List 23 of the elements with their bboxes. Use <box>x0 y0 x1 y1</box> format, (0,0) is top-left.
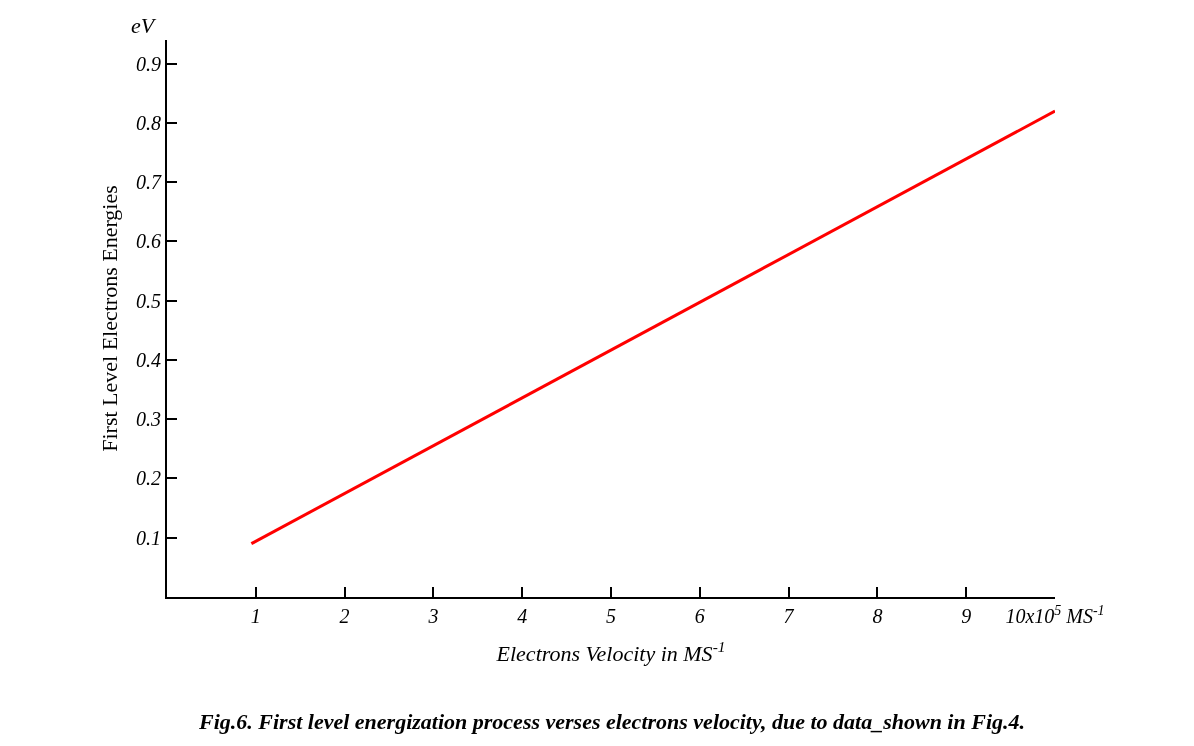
x-tick-label: 4 <box>517 605 528 627</box>
x-tick-label: 9 <box>961 605 972 627</box>
caption: Fig.6. First level energization process verses electrons velocity, due to data_shown in Fig.4. <box>198 709 1025 734</box>
x-tick-label: 5 <box>606 605 616 627</box>
y-tick-label: 0.2 <box>136 467 161 490</box>
x-tick-label: 3 <box>427 605 439 627</box>
x-tick-label: 10x10$^{5}$ MS$^{-1}$ <box>1005 602 1105 627</box>
y-tick-label: 0.3 <box>136 408 161 431</box>
text: eV <box>131 13 157 38</box>
y-tick-label: 0.6 <box>136 230 161 253</box>
x-tick-label: 6 <box>694 605 705 627</box>
x-tick-label: 7 <box>783 605 795 627</box>
x-axis-title: Electrons Velocity in MS$^{-1}$ <box>495 638 726 667</box>
y-tick-label: 0.5 <box>136 289 161 312</box>
y-tick-label: 0.9 <box>136 52 161 75</box>
x-tick-label: 1 <box>250 605 261 627</box>
y-tick-label: 0.8 <box>136 111 161 134</box>
y-tick-label: 0.7 <box>136 171 162 194</box>
y-axis-title: First Level Electrons Energies <box>97 185 123 452</box>
y-tick-label: 0.1 <box>136 526 161 549</box>
x-tick-label: 2 <box>339 605 350 627</box>
y-tick-label: 0.4 <box>136 348 161 371</box>
x-tick-label: 8 <box>872 605 883 627</box>
